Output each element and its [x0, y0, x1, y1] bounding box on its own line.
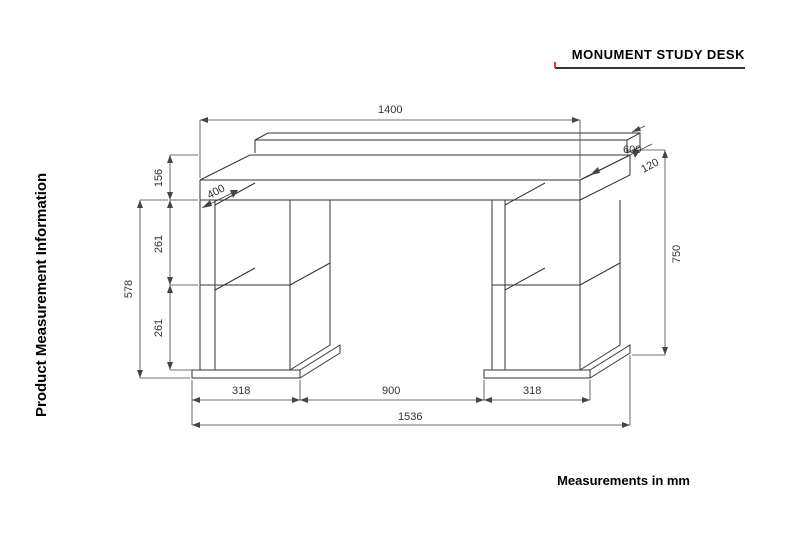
- dim-shelf-h2: 261: [153, 319, 165, 337]
- dim-top-depth: 600: [623, 144, 641, 156]
- dim-center-gap: 900: [382, 385, 400, 397]
- desk-diagram: [0, 0, 800, 533]
- dim-cabinet-height: 578: [123, 280, 135, 298]
- dim-overall-base: 1536: [398, 411, 422, 423]
- dim-left-base: 318: [232, 385, 250, 397]
- dim-top-width: 1400: [378, 104, 402, 116]
- dim-shelf-gap: 156: [153, 169, 165, 187]
- dim-overall-height: 750: [671, 245, 683, 263]
- dim-right-base: 318: [523, 385, 541, 397]
- dim-shelf-h1: 261: [153, 235, 165, 253]
